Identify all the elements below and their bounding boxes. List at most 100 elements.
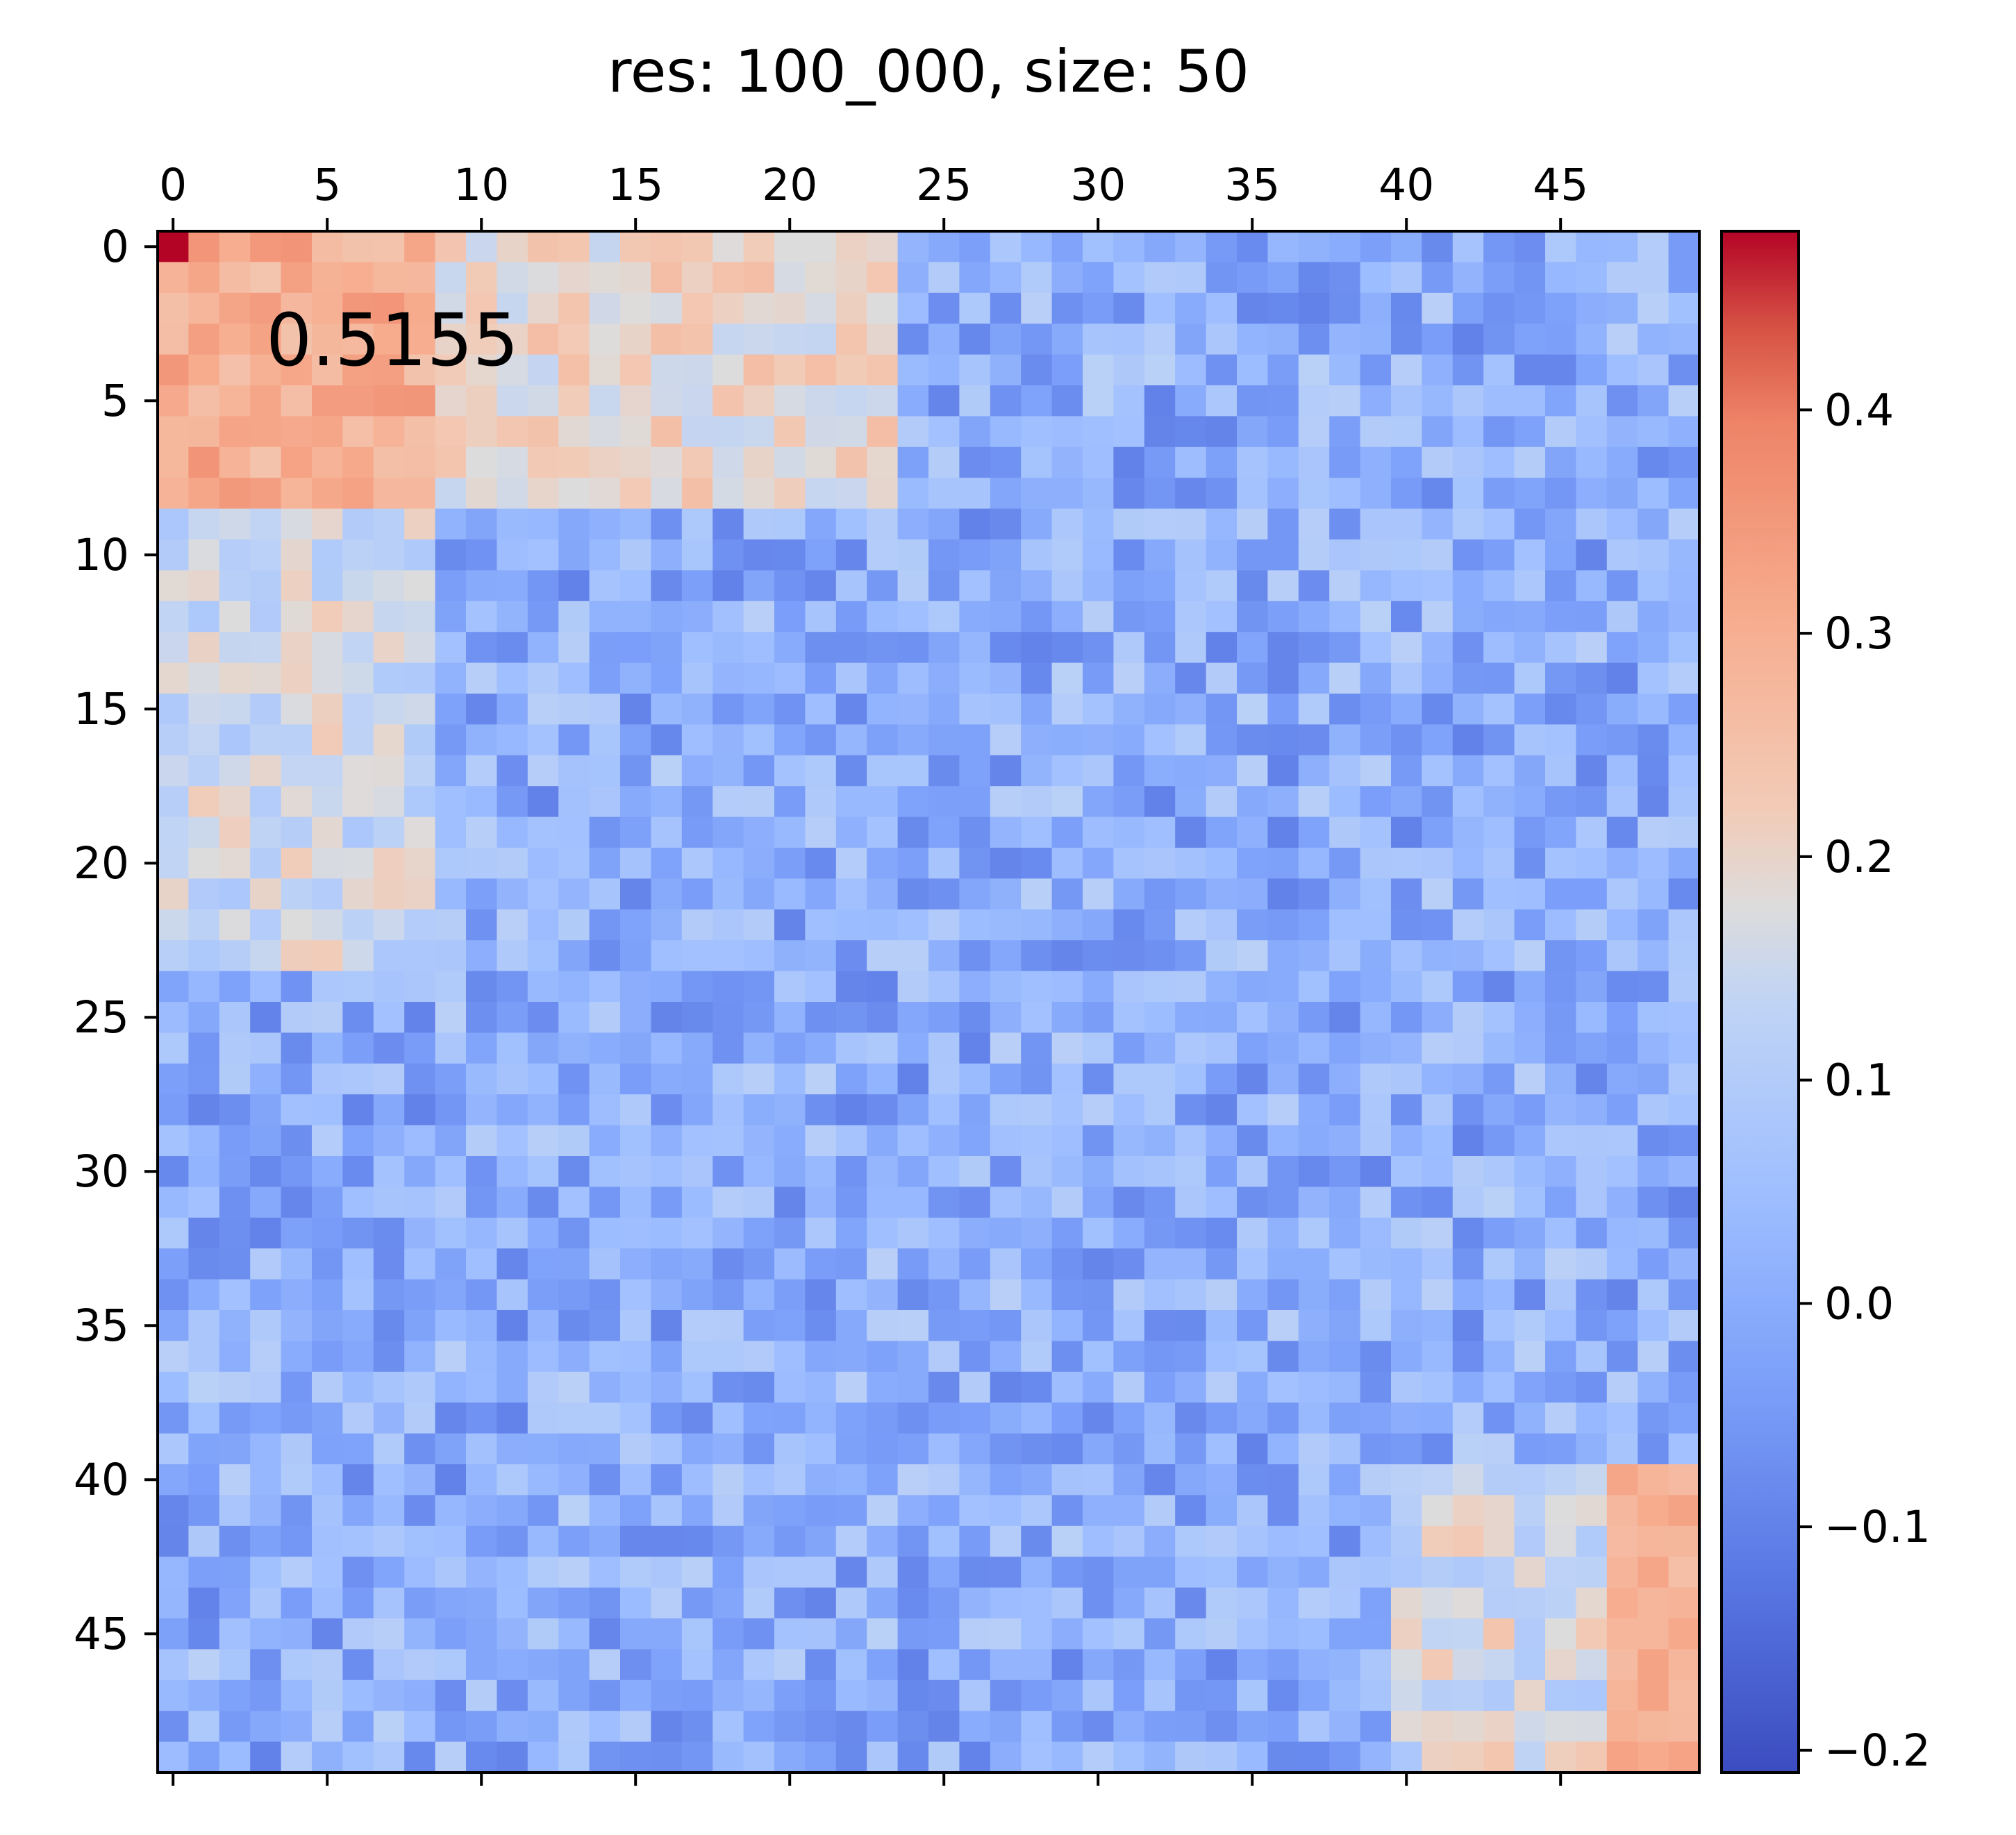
heatmap-cell — [1360, 1649, 1392, 1681]
heatmap-cell — [928, 1187, 960, 1218]
heatmap-cell — [1391, 1187, 1422, 1218]
heatmap-cell — [435, 848, 467, 879]
heatmap-cell — [1514, 816, 1546, 848]
heatmap-cell — [1452, 1711, 1484, 1743]
heatmap-cell — [1144, 1310, 1176, 1341]
heatmap-cell — [1329, 601, 1361, 632]
heatmap-cell — [188, 601, 220, 632]
heatmap-cell — [466, 1002, 497, 1033]
heatmap-cell — [188, 1002, 220, 1033]
heatmap-cell — [158, 1557, 189, 1589]
heatmap-cell — [589, 1525, 621, 1557]
heatmap-cell — [1144, 786, 1176, 818]
heatmap-cell — [158, 231, 189, 262]
heatmap-cell — [466, 262, 497, 294]
heatmap-cell — [1021, 632, 1053, 664]
heatmap-cell — [435, 570, 467, 602]
heatmap-cell — [466, 632, 497, 664]
heatmap-cell — [312, 1649, 343, 1681]
heatmap-cell — [1483, 1711, 1515, 1743]
heatmap-cell — [835, 1402, 867, 1434]
heatmap-cell — [250, 1094, 282, 1126]
heatmap-cell — [404, 1032, 436, 1064]
heatmap-cell — [589, 231, 621, 262]
heatmap-cell — [1144, 1557, 1176, 1589]
heatmap-cell — [1545, 416, 1576, 448]
heatmap-cell — [1298, 385, 1330, 417]
heatmap-cell — [188, 848, 220, 879]
heatmap-cell — [1175, 940, 1207, 972]
heatmap-cell — [188, 1495, 220, 1527]
heatmap-cell — [558, 909, 590, 941]
heatmap-cell — [1576, 1679, 1608, 1711]
heatmap-cell — [867, 1341, 899, 1373]
heatmap-cell — [1051, 878, 1083, 910]
heatmap-cell — [312, 1679, 343, 1711]
heatmap-cell — [281, 1618, 313, 1650]
heatmap-cell — [1606, 1402, 1638, 1434]
heatmap-cell — [713, 1711, 744, 1743]
heatmap-cell — [805, 1741, 837, 1773]
heatmap-cell — [1606, 971, 1638, 1003]
heatmap-cell — [1083, 354, 1114, 386]
heatmap-cell — [1298, 878, 1330, 910]
heatmap-cell — [1606, 601, 1638, 632]
heatmap-cell — [651, 1002, 683, 1033]
heatmap-cell — [1267, 1341, 1299, 1373]
heatmap-cell — [1576, 1217, 1608, 1249]
heatmap-cell — [527, 385, 559, 417]
heatmap-cell — [1422, 231, 1453, 262]
heatmap-cell — [466, 1711, 497, 1743]
heatmap-cell — [342, 1248, 374, 1280]
heatmap-cell — [805, 1248, 837, 1280]
heatmap-cell — [497, 755, 528, 787]
heatmap-cell — [1206, 446, 1238, 478]
heatmap-cell — [527, 1156, 559, 1187]
heatmap-cell — [867, 1371, 899, 1403]
heatmap-cell — [1113, 1649, 1145, 1681]
heatmap-cell — [1267, 539, 1299, 571]
heatmap-cell — [558, 1402, 590, 1434]
heatmap-cell — [959, 416, 991, 448]
heatmap-cell — [681, 786, 713, 818]
heatmap-cell — [713, 1402, 744, 1434]
heatmap-cell — [651, 662, 683, 694]
heatmap-cell — [1638, 1310, 1669, 1341]
heatmap-cell — [1483, 539, 1515, 571]
heatmap-cell — [928, 354, 960, 386]
heatmap-cell — [250, 971, 282, 1003]
heatmap-cell — [1144, 416, 1176, 448]
heatmap-cell — [589, 971, 621, 1003]
heatmap-cell — [1267, 385, 1299, 417]
heatmap-cell — [1144, 1618, 1176, 1650]
heatmap-cell — [1483, 1679, 1515, 1711]
heatmap-cell — [281, 1557, 313, 1589]
heatmap-cell — [219, 816, 251, 848]
heatmap-cell — [1237, 1187, 1268, 1218]
heatmap-cell — [281, 1711, 313, 1743]
heatmap-cell — [1391, 1649, 1422, 1681]
heatmap-cell — [867, 1125, 899, 1157]
heatmap-cell — [188, 1618, 220, 1650]
heatmap-cell — [928, 1495, 960, 1527]
heatmap-cell — [1668, 570, 1700, 602]
heatmap-cell — [1360, 632, 1392, 664]
heatmap-cell — [713, 1587, 744, 1619]
heatmap-cell — [435, 1063, 467, 1095]
heatmap-cell — [312, 1341, 343, 1373]
heatmap-cell — [1391, 446, 1422, 478]
heatmap-cell — [1483, 1495, 1515, 1527]
heatmap-cell — [373, 1310, 405, 1341]
heatmap-cell — [1668, 1557, 1700, 1589]
heatmap-cell — [1606, 262, 1638, 294]
heatmap-cell — [250, 1618, 282, 1650]
heatmap-cell — [312, 1495, 343, 1527]
heatmap-cell — [651, 324, 683, 355]
heatmap-cell — [558, 848, 590, 879]
heatmap-cell — [1483, 816, 1515, 848]
heatmap-cell — [1606, 1741, 1638, 1773]
heatmap-cell — [1638, 724, 1669, 756]
heatmap-cell — [342, 971, 374, 1003]
heatmap-cell — [1144, 1187, 1176, 1218]
